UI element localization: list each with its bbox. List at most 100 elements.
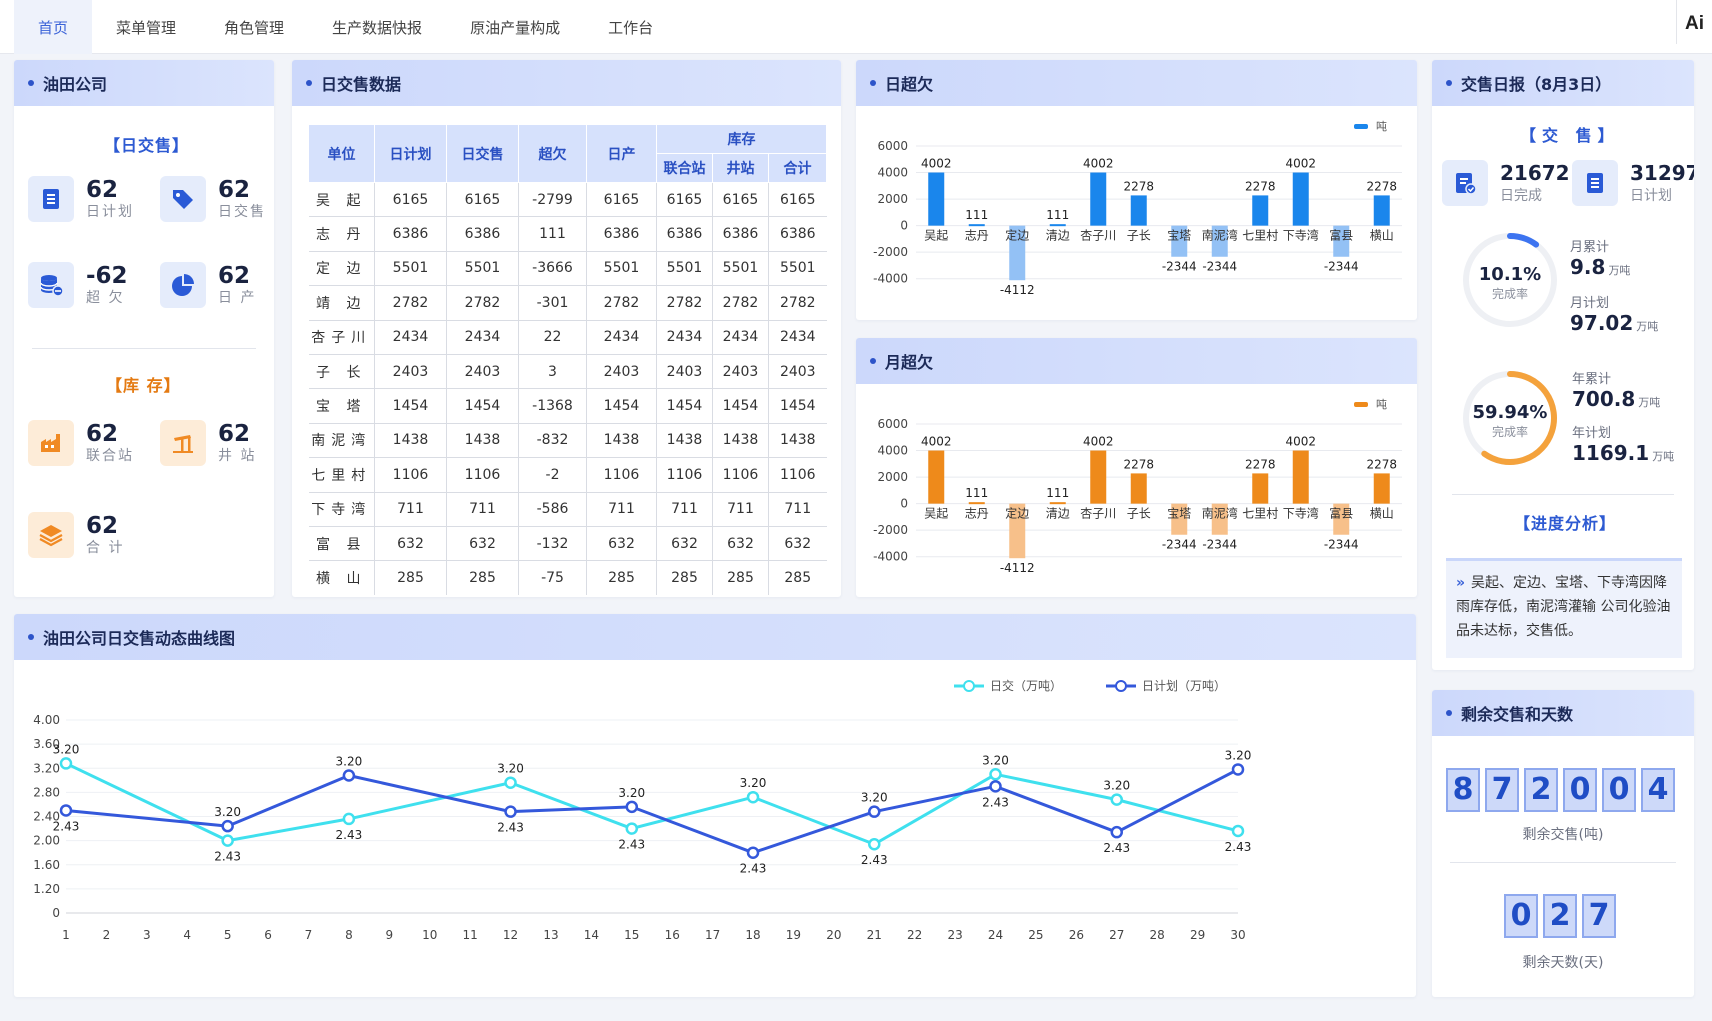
legend-label: 吨 [1376,120,1387,133]
day-over-header: 日超欠 [856,60,1417,106]
table-cell: -1368 [518,388,587,424]
data-label: 3.20 [1103,779,1130,793]
row-unit-cell: 吴 起 [308,182,375,218]
row-unit-cell: 子 长 [308,354,375,390]
tab-4[interactable]: 原油产量构成 [470,19,561,37]
kpi-label: 合 计 [86,540,125,556]
row-unit-cell: 七里村 [308,457,375,493]
y-tick-label: 0 [900,497,908,511]
data-label: 3.20 [214,805,241,819]
month-progress-ring [1463,233,1557,327]
data-point [504,776,517,789]
kpi-value: -62 [86,263,128,289]
category-label: 南泥湾 [1202,228,1238,243]
table-cell: 1454 [768,388,827,424]
digit-box: 0 [1504,894,1538,938]
data-point [989,780,1002,793]
header-dot-icon [1446,80,1452,86]
table-cell: 2782 [768,285,827,321]
day-over-title: 日超欠 [885,75,934,94]
tab-0[interactable]: 首页 [14,0,93,54]
ring-arc [1481,371,1557,465]
divider [1452,494,1674,495]
category-label: 宝塔 [1167,507,1191,521]
y-tick-label: 2.00 [33,834,60,848]
x-tick-label: 8 [345,928,353,942]
tab-2[interactable]: 角色管理 [224,19,285,37]
bar [1171,225,1188,257]
table-row: 七里村 1106 1106 -2 1106 1106 1106 1106 [308,457,827,493]
table-cell: -75 [518,560,587,596]
ai-button[interactable]: Ai [1676,0,1712,44]
table-cell: 1106 [712,457,769,493]
kpi-union-station: 62 联合站 [28,420,134,466]
table-row: 宝 塔 1454 1454 -1368 1454 1454 1454 1454 [308,388,827,424]
category-label: 定边 [1005,228,1029,243]
table-row: 志 丹 6386 6386 111 6386 6386 6386 6386 [308,216,827,252]
bar [928,450,945,504]
tab-3[interactable]: 生产数据快报 [332,19,423,37]
table-cell: 5501 [446,251,519,287]
x-tick-label: 3 [143,928,151,942]
y-tick-label: 0 [900,219,908,233]
table-cell: -2799 [518,182,587,218]
tab-5[interactable]: 工作台 [608,19,654,37]
y-tick-label: -2000 [873,245,908,259]
table-cell: 2782 [656,285,713,321]
data-label: 3.20 [740,776,767,790]
year-progress-ring [1463,371,1557,465]
kpi-label: 联合站 [86,448,134,464]
series-line [65,768,1239,855]
category-label: 横山 [1370,507,1394,521]
table-cell: 711 [768,492,827,527]
kpi-value: 62 [218,263,251,289]
analysis-text: 吴起、定边、宝塔、下寺湾因降雨库存低，南泥湾灌输 公司化验油品未达标，交售低。 [1456,575,1671,639]
table-cell: 2434 [586,320,657,355]
table-cell: 2403 [586,354,657,390]
table-cell: 285 [656,560,713,596]
digit-box: 0 [1563,768,1597,812]
bar [968,502,985,505]
data-label: 2.43 [336,828,363,842]
y-tick-label: -2000 [873,523,908,537]
table-cell: 1106 [768,457,827,493]
bar [1252,195,1269,226]
category-label: 清边 [1046,507,1070,521]
bar-value-label: 111 [1046,486,1069,500]
bar [1049,502,1066,505]
bar-value-label: 4002 [1083,157,1114,171]
data-point [1231,763,1245,776]
x-tick-label: 4 [183,928,191,942]
tag-icon [160,176,206,222]
month-plan: 月计划 97.02 万吨 [1570,292,1658,335]
y-tick-label: -4000 [873,272,908,286]
y-tick-label: 4000 [877,166,908,180]
legend-label: 日计划（万吨） [1142,679,1226,693]
row-unit-cell: 定 边 [308,251,375,287]
digit-box: 7 [1485,768,1519,812]
table-cell: -132 [518,526,587,562]
document-icon [28,176,74,222]
table-cell: 2434 [446,320,519,355]
table-cell: 1454 [586,388,657,424]
table-cell: 1454 [656,388,713,424]
data-point [342,769,356,782]
day-over-chart: 6000 4000 2000 0 -2000 -4000 吨 4002 吴起 111 志丹 -4112… [873,120,1402,297]
table-cell: 6165 [446,182,519,218]
y-tick-label: 1.20 [33,882,60,896]
company-panel-header: 油田公司 [14,60,274,106]
x-tick-label: 13 [543,928,558,942]
header-dot-icon [28,634,34,640]
tab-1[interactable]: 菜单管理 [116,19,177,37]
table-cell: 285 [586,560,657,596]
trend-panel: 油田公司日交售动态曲线图 4.00 3.60 3.20 2.80 2.40 2.00 1.6… [14,614,1416,997]
x-tick-label: 12 [503,928,518,942]
category-label: 横山 [1370,229,1394,243]
table-cell: 1106 [374,457,447,493]
x-tick-label: 20 [826,928,841,942]
table-cell: 632 [656,526,713,562]
col-over: 超欠 [518,124,587,183]
table-cell: 2782 [586,285,657,321]
year-cum-value: 700.8 [1572,387,1636,411]
table-cell: 2403 [768,354,827,390]
